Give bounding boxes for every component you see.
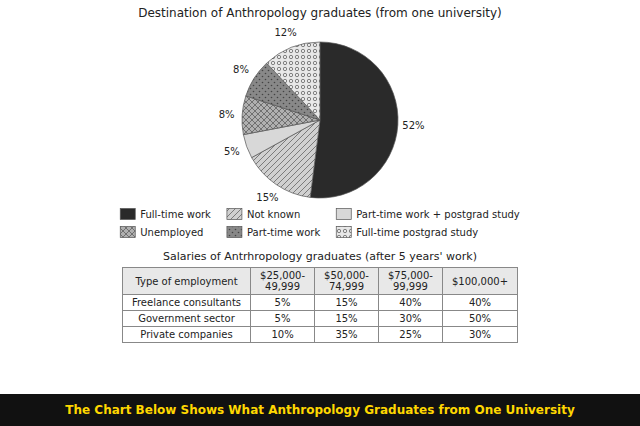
- pie-slice: [310, 42, 398, 198]
- cell-label: 30%: [469, 329, 491, 340]
- table-title: Salaries of Antrhropology graduates (aft…: [0, 250, 640, 263]
- legend-label: Part-time work: [247, 227, 321, 238]
- legend-swatch: [227, 209, 242, 220]
- header-cell: $50,000- 74,999: [315, 268, 379, 295]
- pie-chart: Destination of Anthropology graduates (f…: [0, 0, 640, 248]
- table-cell: 25%: [378, 327, 442, 343]
- legend-item: Part-time work: [227, 227, 321, 238]
- table-row: Government sector 5% 15% 30% 50%: [122, 311, 517, 327]
- data-label: 8%: [233, 64, 249, 75]
- header-label: $100,000+: [452, 276, 508, 287]
- legend-label: Full-time postgrad study: [356, 227, 478, 238]
- table-body: Freelance consultants 5% 15% 40% 40% Governme…: [122, 295, 517, 343]
- legend-label: Not known: [247, 209, 300, 220]
- data-label: 5%: [224, 146, 240, 157]
- cell-label: 25%: [399, 329, 421, 340]
- header-label: $75,000- 99,999: [388, 270, 433, 292]
- pie-slice: [267, 42, 320, 120]
- header-cell: $100,000+: [442, 268, 517, 295]
- table-cell: 30%: [442, 327, 517, 343]
- table-cell: 5%: [251, 295, 315, 311]
- data-labels: 52% 15% 5% 8% 8% 12%: [219, 27, 425, 202]
- cell-label: 15%: [335, 313, 357, 324]
- row-label: Freelance consultants: [132, 297, 241, 308]
- table-chart: Salaries of Antrhropology graduates (aft…: [0, 250, 640, 343]
- cell-label: 35%: [335, 329, 357, 340]
- legend-swatch: [336, 209, 351, 220]
- table-cell: 5%: [251, 311, 315, 327]
- cell-label: 15%: [335, 297, 357, 308]
- banner: The Chart Below Shows What Anthropology …: [0, 394, 640, 426]
- table-row: Freelance consultants 5% 15% 40% 40%: [122, 295, 517, 311]
- data-label: 15%: [256, 192, 278, 203]
- row-header-cell: Freelance consultants: [122, 295, 250, 311]
- header-cell: Type of employment: [122, 268, 250, 295]
- legend-label: Full-time work: [140, 209, 211, 220]
- legend-label: Unemployed: [140, 227, 203, 238]
- cell-label: 10%: [271, 329, 293, 340]
- table-head: Type of employment $25,000- 49,999 $50,000…: [122, 268, 517, 295]
- table-row: Private companies 10% 35% 25% 30%: [122, 327, 517, 343]
- row-header-cell: Private companies: [122, 327, 250, 343]
- legend-swatch: [227, 227, 242, 238]
- header-row: Type of employment $25,000- 49,999 $50,000…: [122, 268, 517, 295]
- cell-label: 5%: [275, 297, 291, 308]
- cell-label: 50%: [469, 313, 491, 324]
- page: {"chart_data": [ {"type": "pie", "title"…: [0, 0, 640, 426]
- header-cell: $75,000- 99,999: [378, 268, 442, 295]
- data-label: 12%: [274, 27, 296, 38]
- legend-item: Full-time work: [120, 209, 211, 220]
- row-header-cell: Government sector: [122, 311, 250, 327]
- row-label: Private companies: [140, 329, 232, 340]
- legend-swatch: [336, 227, 351, 238]
- header-cell: $25,000- 49,999: [251, 268, 315, 295]
- cell-label: 5%: [275, 313, 291, 324]
- row-label: Government sector: [138, 313, 235, 324]
- header-label: $25,000- 49,999: [260, 270, 305, 292]
- cell-label: 40%: [469, 297, 491, 308]
- slices: [242, 42, 398, 198]
- table-cell: 15%: [315, 295, 379, 311]
- legend: Full-time work Not known Part-time work + …: [120, 209, 520, 238]
- chart-title: Destination of Anthropology graduates (f…: [138, 6, 502, 20]
- table-cell: 30%: [378, 311, 442, 327]
- table-cell: 40%: [378, 295, 442, 311]
- table-cell: 50%: [442, 311, 517, 327]
- table: Type of employment $25,000- 49,999 $50,000…: [122, 267, 518, 343]
- header-label: $50,000- 74,999: [324, 270, 369, 292]
- legend-item: Part-time work + postgrad study: [336, 209, 520, 220]
- legend-label: Part-time work + postgrad study: [356, 209, 520, 220]
- data-label: 52%: [402, 120, 424, 131]
- cell-label: 40%: [399, 297, 421, 308]
- table-cell: 10%: [251, 327, 315, 343]
- legend-item: Unemployed: [120, 227, 203, 238]
- table-cell: 35%: [315, 327, 379, 343]
- banner-text: The Chart Below Shows What Anthropology …: [65, 403, 574, 417]
- legend-item: Not known: [227, 209, 300, 220]
- header-label: Type of employment: [135, 276, 237, 287]
- legend-swatch: [120, 227, 135, 238]
- cell-label: 30%: [399, 313, 421, 324]
- table-cell: 15%: [315, 311, 379, 327]
- legend-item: Full-time postgrad study: [336, 227, 478, 238]
- data-label: 8%: [219, 109, 235, 120]
- legend-swatch: [120, 209, 135, 220]
- table-cell: 40%: [442, 295, 517, 311]
